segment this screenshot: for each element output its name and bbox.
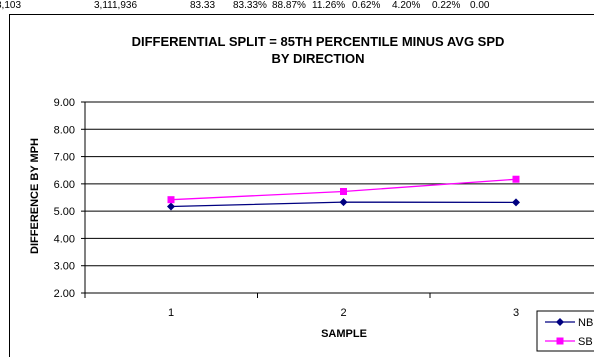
strip-cell: 83.33%: [233, 0, 267, 11]
strip-cell: 0.00: [470, 0, 490, 11]
chart-frame-left-border: [9, 14, 10, 357]
legend-label-nb: NB: [578, 317, 593, 329]
legend-marker: [556, 318, 564, 326]
data-point-sb: [340, 187, 347, 195]
y-axis-label: DIFFERENCE BY MPH: [29, 138, 41, 254]
strip-cell: 83.33: [190, 0, 216, 11]
chart-title-line1: DIFFERENTIAL SPLIT = 85TH PERCENTILE MIN…: [132, 34, 505, 49]
strip-cell: 3,111,936: [94, 0, 138, 11]
y-tick-label: 8.00: [54, 124, 75, 136]
strip-cell: 3,103: [0, 0, 22, 11]
y-tick-label: 6.00: [54, 179, 75, 191]
y-tick-label: 3.00: [54, 261, 75, 273]
y-tick-label: 4.00: [54, 233, 75, 245]
legend: NB SB: [536, 310, 594, 352]
legend-marker: [556, 337, 564, 345]
y-tick-label: 9.00: [54, 97, 75, 109]
strip-cell: 11.26%: [312, 0, 346, 11]
strip-cell: 4.20%: [392, 0, 421, 11]
y-tick-label: 5.00: [54, 206, 75, 218]
strip-cell: 0.22%: [432, 0, 461, 11]
x-tick-label: 3: [513, 307, 519, 319]
strip-cell: 88.87%: [272, 0, 306, 11]
legend-box: [536, 310, 594, 352]
chart-title-line2: BY DIRECTION: [272, 51, 365, 66]
chart-frame-top-border: [9, 14, 594, 15]
spreadsheet-row-strip: 3,103 3,111,936 83.33 83.33% 88.87% 11.26% 0.6…: [0, 0, 594, 14]
plot-area: 2.00 3.00 4.00 5.00 6.00 7.00 8.00 9.00 1 2 3: [54, 97, 594, 319]
x-axis-label: SAMPLE: [321, 328, 367, 340]
legend-label-sb: SB: [578, 336, 593, 348]
y-tick-label: 7.00: [54, 152, 75, 164]
data-point-nb: [167, 202, 175, 211]
data-point-sb: [167, 196, 175, 204]
data-point-sb: [512, 175, 520, 183]
x-tick-label: 1: [168, 307, 174, 319]
x-tick-label: 2: [340, 307, 346, 319]
strip-cell: 0.62%: [352, 0, 381, 11]
data-point-nb: [339, 198, 348, 207]
y-tick-label: 2.00: [54, 288, 75, 300]
data-point-nb: [512, 198, 520, 207]
